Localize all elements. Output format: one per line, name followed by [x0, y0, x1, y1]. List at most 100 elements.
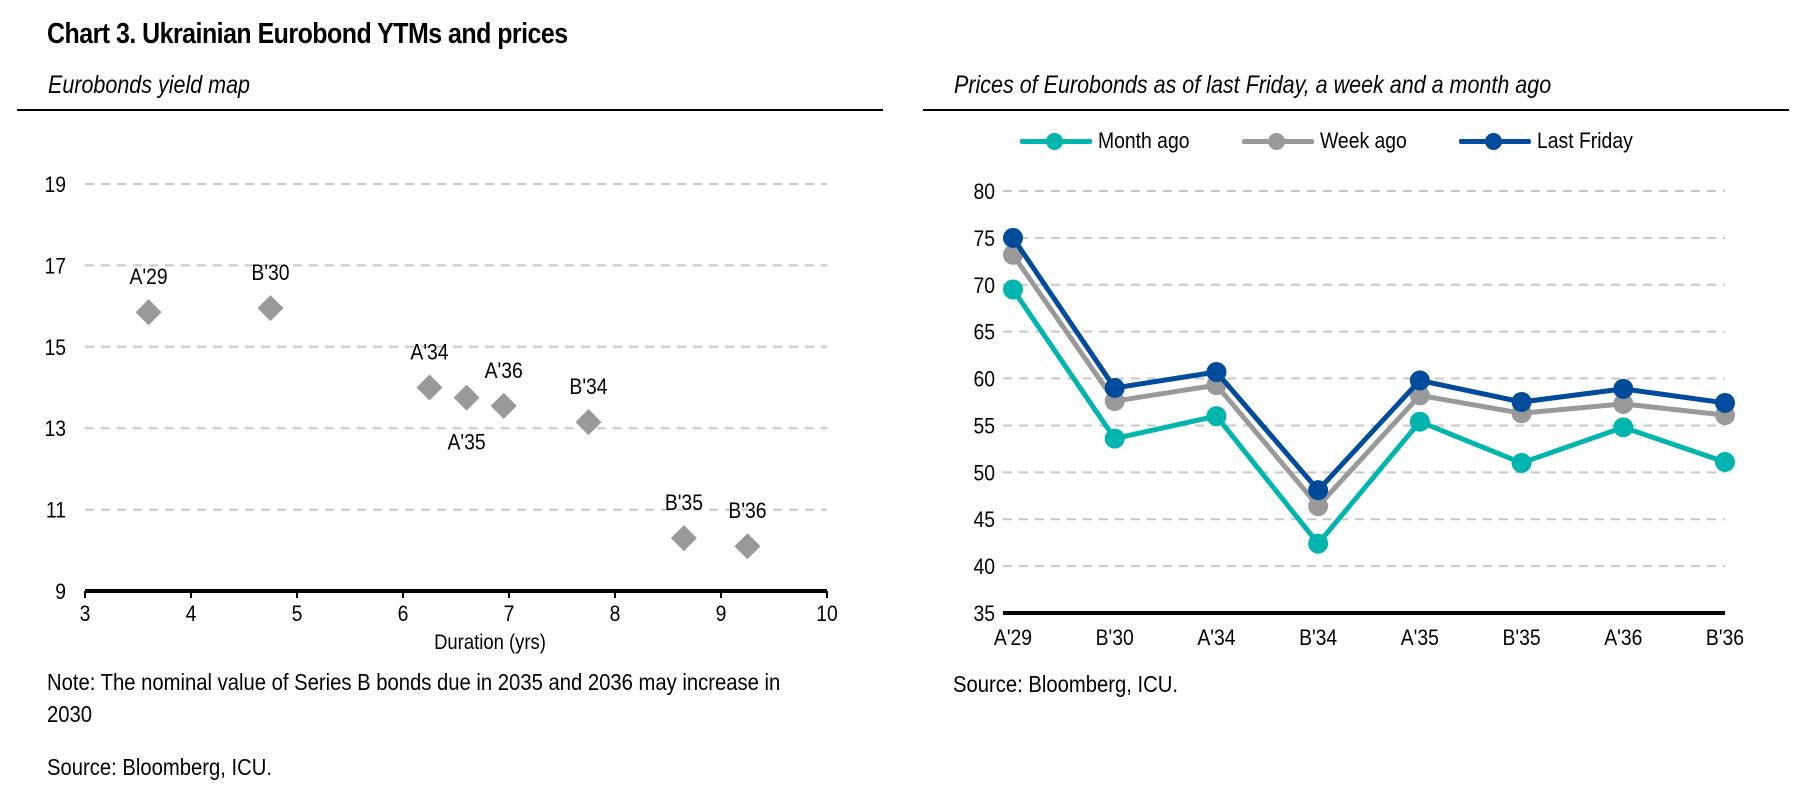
yield-map-subtitle: Eurobonds yield map	[48, 71, 250, 99]
y-tick-label: 70	[973, 274, 995, 298]
x-tick-label: A'29	[994, 626, 1032, 650]
series-point	[1409, 411, 1430, 432]
prices-y-ticks: 35 40 45 50 55 60 65 70 75 80	[973, 180, 995, 626]
series-line	[1010, 288, 1726, 547]
legend-item-week-ago: Week ago	[1240, 128, 1419, 154]
x-tick-label: 10	[816, 602, 838, 626]
x-tick-label: 7	[504, 602, 515, 626]
series-point	[1003, 279, 1023, 300]
series-point	[1613, 393, 1634, 414]
prices-x-axis: A'29 B'30 A'34 B'34 A'35 B'35 A'36 B'36	[994, 611, 1744, 650]
series-point	[1511, 392, 1532, 412]
y-tick-label: 75	[973, 227, 995, 251]
series-month-ago	[1003, 279, 1735, 554]
series-point	[1715, 392, 1735, 413]
left-header-rule	[17, 109, 883, 111]
legend-label: Week ago	[1319, 128, 1407, 153]
series-point	[1104, 428, 1125, 449]
x-tick-label: A'34	[1197, 626, 1235, 650]
y-tick-label: 60	[973, 367, 995, 391]
data-point-diamond	[670, 525, 697, 552]
yield-map-y-ticks: 9 11 13 15 17 19	[44, 173, 66, 604]
chart-main-title: Chart 3. Ukrainian Eurobond YTMs and pri…	[47, 18, 568, 50]
legend-label: Last Friday	[1536, 128, 1633, 153]
data-point-label: B'34	[569, 375, 607, 399]
y-tick-label: 65	[973, 321, 995, 345]
y-tick-label: 50	[973, 461, 995, 485]
yield-map-gridlines	[85, 183, 827, 511]
legend-item-last-friday: Last Friday	[1457, 128, 1646, 154]
x-tick-label: B'36	[1706, 626, 1744, 650]
y-tick-label: 35	[973, 602, 995, 626]
series-last-friday	[1003, 227, 1735, 501]
y-tick-label: 15	[44, 336, 66, 360]
y-tick-label: 40	[973, 555, 995, 579]
series-line	[1010, 253, 1726, 509]
y-tick-label: 17	[44, 254, 66, 278]
yield-map-point-labels: A'29 B'30 A'34 A'35 A'36 B'34 B'35 B'36	[130, 261, 767, 524]
y-tick-label: 9	[55, 580, 66, 604]
right-header-rule	[923, 109, 1789, 111]
x-tick-label: B'30	[1096, 626, 1134, 650]
series-point	[1003, 244, 1023, 265]
series-point	[1511, 452, 1532, 473]
y-tick-label: 19	[44, 173, 66, 197]
x-tick-label: 8	[610, 602, 621, 626]
legend-item-month-ago: Month ago	[1018, 128, 1202, 154]
yield-map-x-axis: 3 4 5 6 7 8 9 10	[80, 589, 838, 626]
x-tick-label: A'35	[1401, 626, 1439, 650]
data-point-diamond	[575, 409, 602, 436]
data-point-label: B'35	[665, 491, 703, 515]
legend-label: Month ago	[1098, 128, 1190, 153]
y-tick-label: 11	[46, 498, 66, 522]
series-point	[1409, 370, 1430, 391]
series-point	[1613, 417, 1634, 438]
data-point-diamond	[490, 392, 517, 419]
yield-map-points	[135, 295, 761, 560]
prices-subtitle: Prices of Eurobonds as of last Friday, a…	[954, 71, 1552, 99]
x-tick-label: 9	[716, 602, 727, 626]
x-tick-label: B'35	[1502, 626, 1540, 650]
x-tick-label: 6	[398, 602, 409, 626]
y-tick-label: 80	[973, 180, 995, 204]
x-tick-label: A'36	[1604, 626, 1642, 650]
prices-source: Source: Bloomberg, ICU.	[953, 671, 1178, 697]
data-point-label: A'36	[485, 359, 523, 383]
series-point	[1003, 227, 1023, 248]
data-point-diamond	[734, 533, 761, 560]
series-line	[1010, 236, 1726, 493]
legend-swatch-last-friday	[1457, 129, 1533, 153]
y-tick-label: 55	[973, 414, 995, 438]
x-tick-label: 4	[186, 602, 197, 626]
prices-series	[1003, 227, 1735, 554]
x-tick-label: 5	[292, 602, 303, 626]
series-point	[1206, 406, 1227, 427]
data-point-diamond	[453, 384, 480, 411]
series-point	[1308, 480, 1329, 501]
x-tick-label: B'34	[1299, 626, 1337, 650]
series-point	[1206, 361, 1227, 382]
series-point	[1613, 378, 1634, 399]
data-point-diamond	[416, 374, 443, 401]
data-point-diamond	[257, 295, 284, 322]
data-point-label: B'36	[728, 499, 766, 523]
prices-gridlines	[1003, 190, 1725, 568]
legend-swatch-week-ago	[1240, 129, 1316, 153]
y-tick-label: 13	[44, 417, 66, 441]
series-point	[1104, 377, 1125, 398]
series-point	[1715, 452, 1735, 473]
yield-map-note: Note: The nominal value of Series B bond…	[47, 669, 781, 695]
yield-map-x-axis-label: Duration (yrs)	[434, 631, 546, 654]
series-point	[1308, 533, 1329, 554]
x-tick-label: 3	[80, 602, 91, 626]
data-point-label: A'29	[130, 265, 168, 289]
series-point	[1409, 385, 1430, 406]
data-point-label: A'35	[448, 431, 486, 455]
prices-legend: Month ago Week ago Last Friday	[1018, 128, 1645, 154]
legend-swatch-month-ago	[1018, 129, 1094, 153]
series-point	[1308, 496, 1329, 517]
yield-map-note-continued: 2030	[47, 701, 93, 727]
series-week-ago	[1003, 244, 1735, 517]
